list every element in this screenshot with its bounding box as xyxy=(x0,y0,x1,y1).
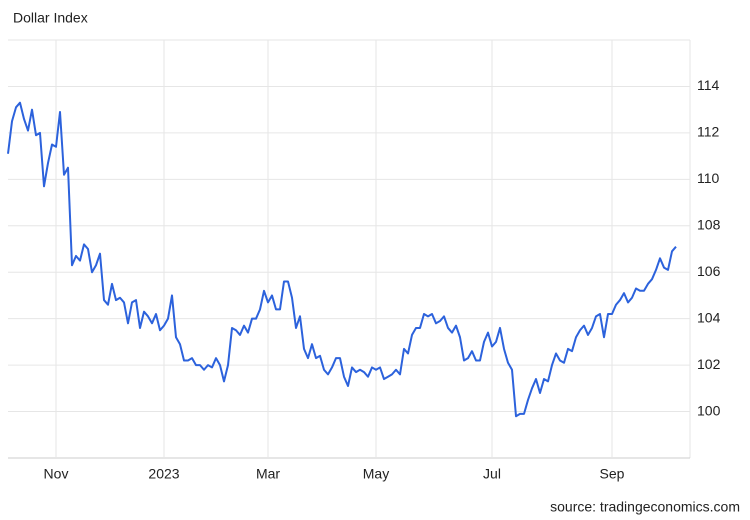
x-tick-label: Jul xyxy=(483,466,501,482)
y-tick-label: 100 xyxy=(697,402,721,418)
y-tick-label: 114 xyxy=(697,77,720,93)
x-tick-label: Sep xyxy=(600,466,625,482)
y-tick-label: 110 xyxy=(697,170,720,186)
x-tick-label: Mar xyxy=(256,466,280,482)
x-tick-label: May xyxy=(363,466,389,482)
source-note: source: tradingeconomics.com xyxy=(550,499,740,515)
y-tick-label: 112 xyxy=(697,124,720,140)
x-tick-label: Nov xyxy=(44,466,69,482)
y-tick-label: 108 xyxy=(697,216,721,232)
y-tick-label: 104 xyxy=(697,309,721,325)
x-tick-label: 2023 xyxy=(148,466,179,482)
y-tick-label: 106 xyxy=(697,263,721,279)
y-tick-label: 102 xyxy=(697,356,721,372)
chart-title: Dollar Index xyxy=(13,10,88,26)
data-line xyxy=(7,101,677,418)
